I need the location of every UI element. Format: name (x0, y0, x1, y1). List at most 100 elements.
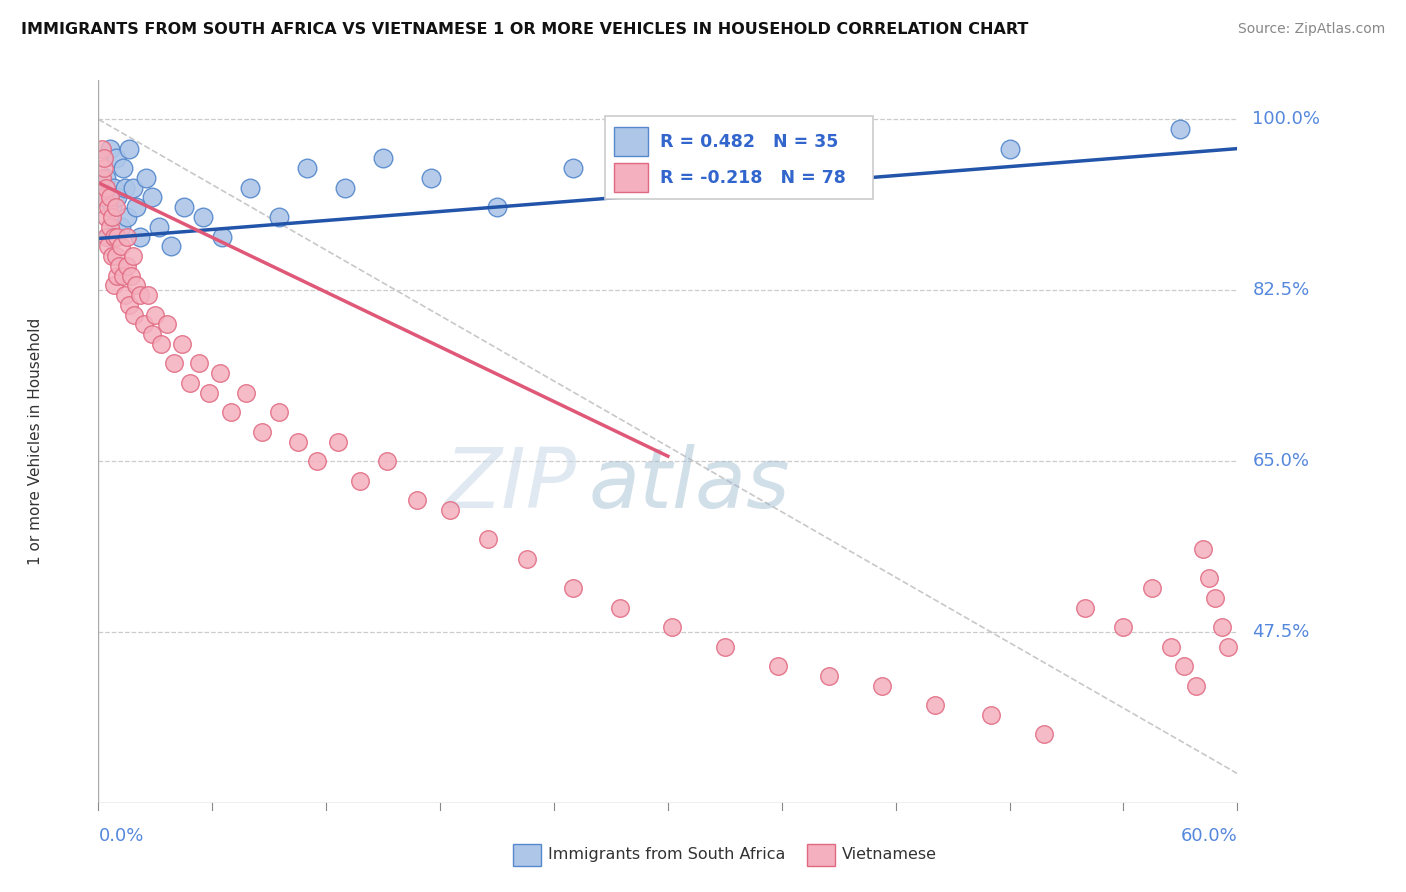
FancyBboxPatch shape (605, 117, 873, 200)
Point (97, 200, 120, 214)
Point (211, 229, 233, 244)
Point (297, 161, 319, 176)
Point (406, 493, 429, 508)
Point (148, 219, 170, 234)
Point (486, 200, 509, 214)
Point (714, 640, 737, 654)
Point (326, 434, 349, 449)
Point (159, 239, 181, 253)
Point (129, 229, 152, 244)
Text: 60.0%: 60.0% (1181, 827, 1237, 846)
Point (110, 219, 132, 234)
Point (1112, 620, 1135, 634)
FancyBboxPatch shape (614, 163, 648, 193)
Point (1032, 727, 1054, 741)
Point (129, 288, 152, 302)
Point (349, 474, 371, 488)
Point (1184, 679, 1206, 693)
Point (562, 161, 585, 176)
Point (121, 249, 143, 263)
Point (305, 454, 328, 468)
Point (112, 268, 135, 283)
Point (91, 142, 114, 156)
Point (103, 180, 125, 194)
Point (419, 170, 441, 185)
Point (179, 376, 201, 390)
Text: 65.0%: 65.0% (1253, 452, 1309, 470)
Point (93, 161, 115, 176)
Point (150, 337, 173, 351)
Point (1170, 122, 1192, 136)
Point (124, 308, 146, 322)
Point (439, 503, 461, 517)
Text: 82.5%: 82.5% (1253, 281, 1310, 299)
Point (118, 142, 141, 156)
Point (609, 600, 631, 615)
Point (93, 190, 115, 204)
Text: IMMIGRANTS FROM SOUTH AFRICA VS VIETNAMESE 1 OR MORE VEHICLES IN HOUSEHOLD CORRE: IMMIGRANTS FROM SOUTH AFRICA VS VIETNAME… (21, 22, 1028, 37)
Point (1211, 620, 1233, 634)
Point (766, 659, 789, 673)
Point (114, 288, 136, 302)
Text: R = -0.218   N = 78: R = -0.218 N = 78 (659, 169, 846, 186)
Point (121, 180, 143, 194)
Point (107, 268, 129, 283)
Point (170, 337, 193, 351)
Point (97, 229, 120, 244)
Point (110, 239, 132, 253)
Point (828, 152, 851, 166)
Point (208, 366, 231, 380)
Point (120, 268, 142, 283)
Text: Source: ZipAtlas.com: Source: ZipAtlas.com (1237, 22, 1385, 37)
Point (267, 210, 290, 224)
Point (125, 278, 148, 293)
Point (872, 679, 894, 693)
Point (1198, 571, 1220, 585)
Point (1216, 640, 1239, 654)
Point (135, 170, 157, 185)
Point (118, 298, 141, 312)
Point (104, 200, 127, 214)
Point (477, 532, 499, 546)
Point (115, 259, 138, 273)
Point (115, 229, 138, 244)
Point (114, 180, 136, 194)
FancyBboxPatch shape (614, 128, 648, 156)
Point (1140, 581, 1163, 595)
Text: atlas: atlas (588, 444, 790, 525)
Point (125, 200, 148, 214)
Point (100, 210, 122, 224)
Point (197, 385, 219, 400)
Point (979, 707, 1001, 722)
Text: ZIP: ZIP (444, 444, 576, 525)
Point (191, 210, 214, 224)
Point (98, 190, 121, 204)
Point (94, 229, 117, 244)
Point (1160, 640, 1182, 654)
Point (1192, 541, 1215, 556)
Point (94, 210, 117, 224)
Point (267, 405, 290, 419)
Point (371, 152, 394, 166)
Point (250, 425, 273, 439)
Text: R = 0.482   N = 35: R = 0.482 N = 35 (659, 133, 838, 151)
Point (141, 327, 163, 342)
Point (221, 405, 243, 419)
Point (1204, 591, 1226, 605)
Point (104, 249, 127, 263)
Point (287, 434, 309, 449)
Point (818, 669, 841, 683)
Point (516, 551, 538, 566)
Point (375, 454, 398, 468)
Text: 0.0%: 0.0% (98, 827, 143, 846)
Point (104, 152, 127, 166)
Point (98, 219, 121, 234)
Point (562, 581, 585, 595)
Point (924, 698, 946, 713)
Point (235, 385, 257, 400)
Text: 1 or more Vehicles in Household: 1 or more Vehicles in Household (28, 318, 44, 566)
Point (100, 249, 122, 263)
Point (108, 259, 131, 273)
Text: 47.5%: 47.5% (1253, 623, 1310, 641)
Point (107, 190, 129, 204)
